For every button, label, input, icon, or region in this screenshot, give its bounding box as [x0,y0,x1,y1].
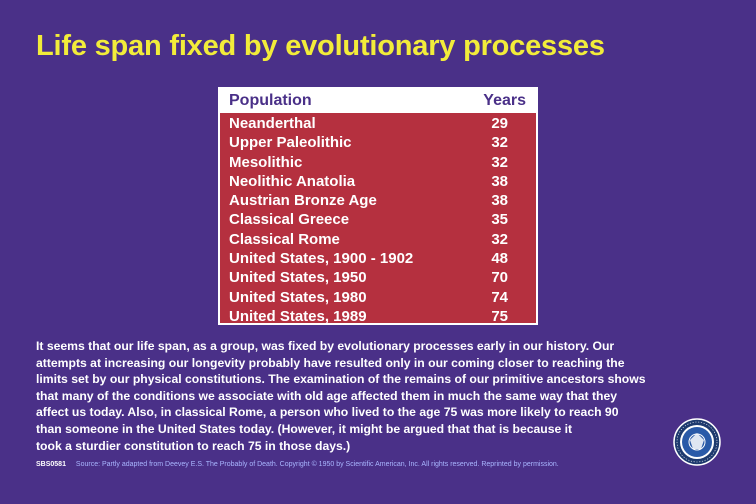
body-line: took a sturdier constitution to reach 75… [36,438,351,453]
row-years: 29 [491,115,508,132]
slide-code: SBS0581 [36,461,66,468]
row-population: Austrian Bronze Age [229,192,377,210]
row-years: 32 [491,153,508,171]
header-population: Population [229,92,312,109]
body-line: attempts at increasing our longevity pro… [36,355,625,370]
body-line: It seems that our life span, as a group,… [36,339,615,353]
body-line: than someone in the United States today.… [36,421,573,436]
seal-icon [673,418,721,466]
footer: SBS0581 Source: Partly adapted from Deev… [36,461,559,468]
table-row: Austrian Bronze Age 38 [220,192,536,211]
row-years: 75 [491,307,508,325]
row-years: 32 [491,134,508,152]
row-population: Neanderthal [229,115,316,132]
table-rows: Neanderthal 29 Upper Paleolithic 32 Mesoli… [220,115,536,327]
row-population: Classical Greece [229,211,350,229]
row-years: 48 [491,250,508,268]
row-years: 70 [491,269,508,287]
table-row: Neolithic Anatolia 38 [220,173,536,192]
table-row: Mesolithic 32 [220,154,536,173]
body-line: that many of the conditions we associate… [36,388,618,403]
body-line: affect us today. Also, in classical Rome… [36,405,619,420]
table-row: United States, 1980 74 [220,289,536,308]
row-years: 74 [491,288,508,306]
table-row: Classical Greece 35 [220,211,536,230]
row-population: Neolithic Anatolia [229,172,356,190]
table-row: United States, 1989 75 [220,308,536,327]
body-paragraph: It seems that our life span, as a group,… [36,338,726,454]
row-years: 35 [491,211,508,229]
row-population: United States, 1980 [229,288,367,306]
row-population: United States, 1900 - 1902 [229,250,414,268]
row-years: 38 [491,172,508,190]
row-population: Classical Rome [229,230,340,248]
row-population: Mesolithic [229,153,303,171]
table-row: Classical Rome 32 [220,231,536,250]
table-row: Upper Paleolithic 32 [220,134,536,153]
table-row: Neanderthal 29 [220,115,536,134]
row-years: 32 [491,230,508,248]
body-line: limits set by our physical constitutions… [36,372,646,387]
source-citation: Source: Partly adapted from Deevey E.S. … [75,461,559,468]
table-header: Population Years [220,89,536,113]
page-title: Life span fixed by evolutionary processe… [36,30,605,62]
header-years: Years [483,92,526,109]
table-row: United States, 1950 70 [220,269,536,288]
row-population: United States, 1950 [229,269,367,287]
row-population: United States, 1989 [229,307,367,325]
row-years: 38 [491,192,508,210]
row-population: Upper Paleolithic [229,134,352,152]
table-row: United States, 1900 - 1902 48 [220,250,536,269]
lifespan-table: Population Years Neanderthal 29 Upper Pal… [218,87,538,325]
